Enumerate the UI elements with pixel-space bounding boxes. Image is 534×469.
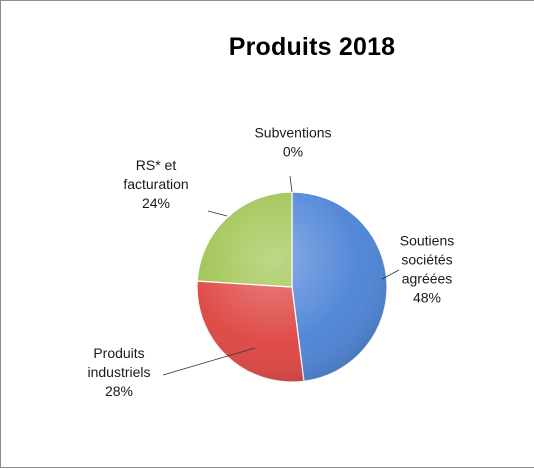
pie-slice-soutiens-societes-agreees	[291, 191, 388, 382]
chart-title: Produits 2018	[228, 33, 396, 61]
data-label-subventions: Subventions 0%	[254, 125, 331, 160]
data-label-rs-et-facturation: RS* et facturation 24%	[123, 157, 188, 211]
category-label-line: sociétés	[401, 252, 452, 268]
category-label-line: agréées	[402, 271, 453, 287]
pie-slice-rs-et-facturation	[196, 191, 293, 288]
category-label-line: Produits	[93, 345, 144, 361]
percent-label: 0%	[283, 144, 303, 160]
percent-label: 48%	[413, 290, 441, 306]
category-label-line: Subventions	[254, 125, 331, 141]
pie-slice-produits-industriels	[196, 280, 305, 383]
data-label-produits-industriels: Produits industriels 28%	[87, 345, 150, 399]
leader-line-produits-industriels	[162, 347, 256, 376]
leader-line-rs-et-facturation	[207, 210, 228, 217]
category-label-line: industriels	[87, 364, 150, 380]
category-label-line: Soutiens	[400, 233, 454, 249]
leader-line-soutiens-societes-agreees	[381, 269, 400, 280]
data-label-soutiens-societes-agreees: Soutiens sociétés agréées 48%	[400, 233, 454, 306]
percent-label: 24%	[142, 195, 170, 211]
percent-label: 28%	[105, 383, 133, 399]
category-label-line: facturation	[123, 176, 188, 192]
leader-line-subventions	[289, 175, 293, 193]
category-label-line: RS* et	[136, 157, 177, 173]
